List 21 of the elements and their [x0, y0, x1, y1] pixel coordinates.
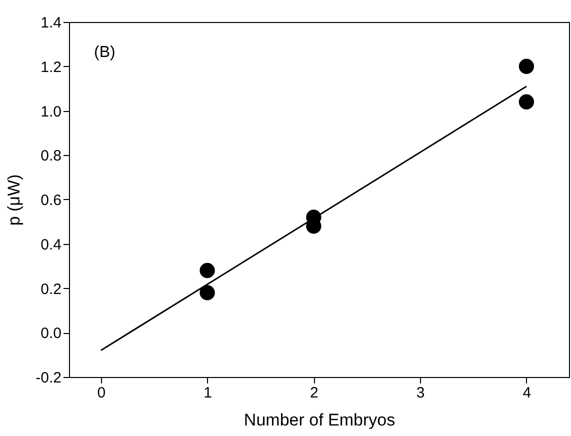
- y-tick-label: -0.2: [36, 370, 62, 386]
- annotation: (B): [94, 44, 116, 61]
- y-tick-label: 1.0: [40, 103, 62, 120]
- point: [518, 94, 534, 110]
- point: [200, 285, 215, 300]
- x-tick-label: 3: [416, 384, 425, 402]
- x-tick-label: 1: [204, 384, 212, 402]
- y-tick-label: 0.6: [40, 192, 62, 209]
- x-axis-title: Number of Embryos: [244, 410, 396, 430]
- y-tick-label: 0.8: [40, 148, 62, 165]
- y-tick-label: 1.4: [40, 14, 62, 32]
- y-tick-label: 1.2: [40, 58, 62, 76]
- point: [518, 58, 534, 74]
- y-axis-title: p (μW): [4, 174, 24, 226]
- x-tick-label: 2: [310, 384, 318, 402]
- x-tick-label: 4: [522, 384, 532, 402]
- y-tick-label: 0.0: [40, 325, 62, 342]
- x-tick-label: 0: [97, 384, 106, 402]
- y-tick-label: 0.4: [40, 236, 62, 254]
- y-tick-label: 0.2: [40, 280, 62, 298]
- point: [200, 262, 215, 278]
